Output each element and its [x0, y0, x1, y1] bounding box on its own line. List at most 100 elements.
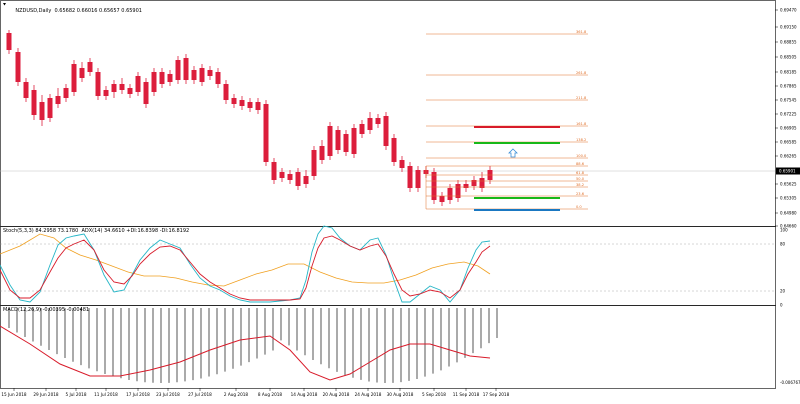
- price-axis-label: 0.64660: [780, 224, 797, 229]
- price-axis-label: 0.68185: [780, 70, 797, 75]
- candle-body: [47, 98, 53, 118]
- ohlc-values: 0.65682 0.66016 0.65657 0.65901: [54, 8, 142, 14]
- candle-body: [247, 102, 253, 108]
- price-axis-label: 0.67545: [780, 98, 797, 103]
- candle-body: [471, 180, 477, 186]
- candle-body: [63, 88, 69, 98]
- price-axis-label: 0.65625: [780, 182, 797, 187]
- price-axis-label: 0.67865: [780, 84, 797, 89]
- fib-level-label: 88.6: [576, 162, 585, 166]
- candle-body: [415, 170, 421, 188]
- candle-body: [367, 118, 373, 130]
- candle-body: [39, 102, 45, 120]
- candle-body: [143, 82, 149, 104]
- candle-body: [71, 64, 77, 92]
- fib-level-label: 138.2: [576, 138, 586, 142]
- fib-level-label: 361.8: [576, 30, 587, 34]
- price-axis-label: 0.67225: [780, 112, 797, 117]
- stoch-main-line: [0, 225, 491, 303]
- candle-body: [399, 160, 405, 168]
- stoch-layer: [0, 225, 775, 303]
- candle-body: [255, 102, 261, 110]
- price-axis-label: 0.66265: [780, 154, 797, 159]
- fibonacci-layer[interactable]: 0.0 23.6 38.2 50.0 61.8 88.6 100.0 138.2 161.8 21…: [425, 30, 588, 211]
- candle-body: [263, 104, 269, 162]
- up-arrow-icon[interactable]: [508, 148, 518, 158]
- candle-body: [119, 84, 125, 90]
- candle-body: [383, 116, 389, 146]
- candle-body: [287, 174, 293, 180]
- candle-body: [183, 58, 189, 80]
- time-axis-label: 5 Jul 2018: [65, 392, 86, 397]
- time-axis-label: 20 Aug 2018: [323, 392, 350, 397]
- fib-level-label: 161.8: [576, 122, 587, 126]
- stoch-axis-label: 0: [780, 303, 783, 308]
- adx-line: [0, 233, 491, 287]
- macd-axis-label: -0.006767: [780, 380, 800, 385]
- candle-body: [6, 33, 12, 50]
- symbol-header: NZDUSD,Daily 0.65682 0.66016 0.65657 0.6…: [9, 2, 142, 20]
- candle-body: [223, 84, 229, 100]
- time-axis-label: 11 Jul 2018: [94, 392, 118, 397]
- candle-body: [191, 70, 197, 80]
- fib-level-label: 38.2: [576, 183, 584, 187]
- time-axis-label: 17 Jul 2018: [126, 392, 150, 397]
- candle-body: [455, 184, 461, 198]
- stoch-axis-label: 100: [780, 228, 788, 233]
- price-axis-label: 0.64980: [780, 211, 797, 216]
- stoch-signal-line: [0, 235, 491, 301]
- stoch-panel-frame: [0, 226, 776, 306]
- candle-body: [15, 52, 21, 82]
- macd-panel-frame: [0, 305, 776, 389]
- candle-body: [311, 150, 317, 176]
- candle-body: [215, 72, 221, 84]
- fib-level-label: 50.0: [576, 177, 585, 181]
- price-axis-label: 0.65305: [780, 196, 797, 201]
- candle-body: [31, 90, 37, 115]
- candle-body: [279, 172, 285, 178]
- symbol-timeframe: NZDUSD,Daily: [15, 8, 52, 14]
- candle-body: [319, 146, 325, 160]
- time-axis-label: 27 Jul 2018: [188, 392, 212, 397]
- candle-body: [95, 72, 101, 96]
- candle-body: [135, 76, 141, 92]
- time-axis-label: 14 Aug 2018: [291, 392, 318, 397]
- fib-level-label: 0.0: [576, 205, 582, 209]
- candle-body: [463, 184, 469, 188]
- candle-body: [151, 72, 157, 92]
- candle-body: [391, 138, 397, 162]
- stoch-axis-label: 80: [780, 242, 786, 247]
- price-axis-label: 0.69150: [780, 25, 797, 30]
- candle-body: [375, 118, 381, 124]
- price-axis-label: 0.66905: [780, 126, 797, 131]
- candle-body: [199, 68, 205, 82]
- candle-body: [55, 96, 61, 104]
- macd-label: MACD(12,26,9) -0.00395 -0.00481: [3, 307, 90, 313]
- candle-body: [167, 74, 173, 82]
- candle-body: [103, 90, 109, 96]
- current-price-box: [776, 167, 800, 175]
- candle-body: [23, 82, 29, 98]
- candle-body: [175, 60, 181, 80]
- macd-signal-line: [0, 325, 491, 381]
- collapse-arrow-icon[interactable]: [3, 3, 6, 6]
- candle-body: [439, 196, 445, 202]
- price-axis-label: 0.66585: [780, 140, 797, 145]
- time-axis-label: 30 Aug 2018: [387, 392, 414, 397]
- candle-body: [479, 178, 485, 188]
- fib-level-label: 211.8: [576, 96, 587, 100]
- candle-body: [87, 62, 93, 72]
- stoch-axis-label: 20: [780, 289, 786, 294]
- fib-level-label: 23.6: [576, 192, 585, 196]
- candle-body: [431, 172, 437, 200]
- current-price-label: 0.65901: [779, 169, 796, 174]
- candle-body: [231, 98, 237, 104]
- time-axis-label: 17 Sep 2018: [483, 392, 510, 397]
- candle-body: [327, 126, 333, 156]
- price-axis-label: 0.69470: [780, 8, 797, 13]
- candles-layer: [6, 30, 493, 206]
- time-axis-label: 8 Aug 2018: [258, 392, 282, 397]
- stoch-label: Stoch(5,3,3) 84.2958 73.1780 ADX(14) 34.…: [3, 228, 190, 234]
